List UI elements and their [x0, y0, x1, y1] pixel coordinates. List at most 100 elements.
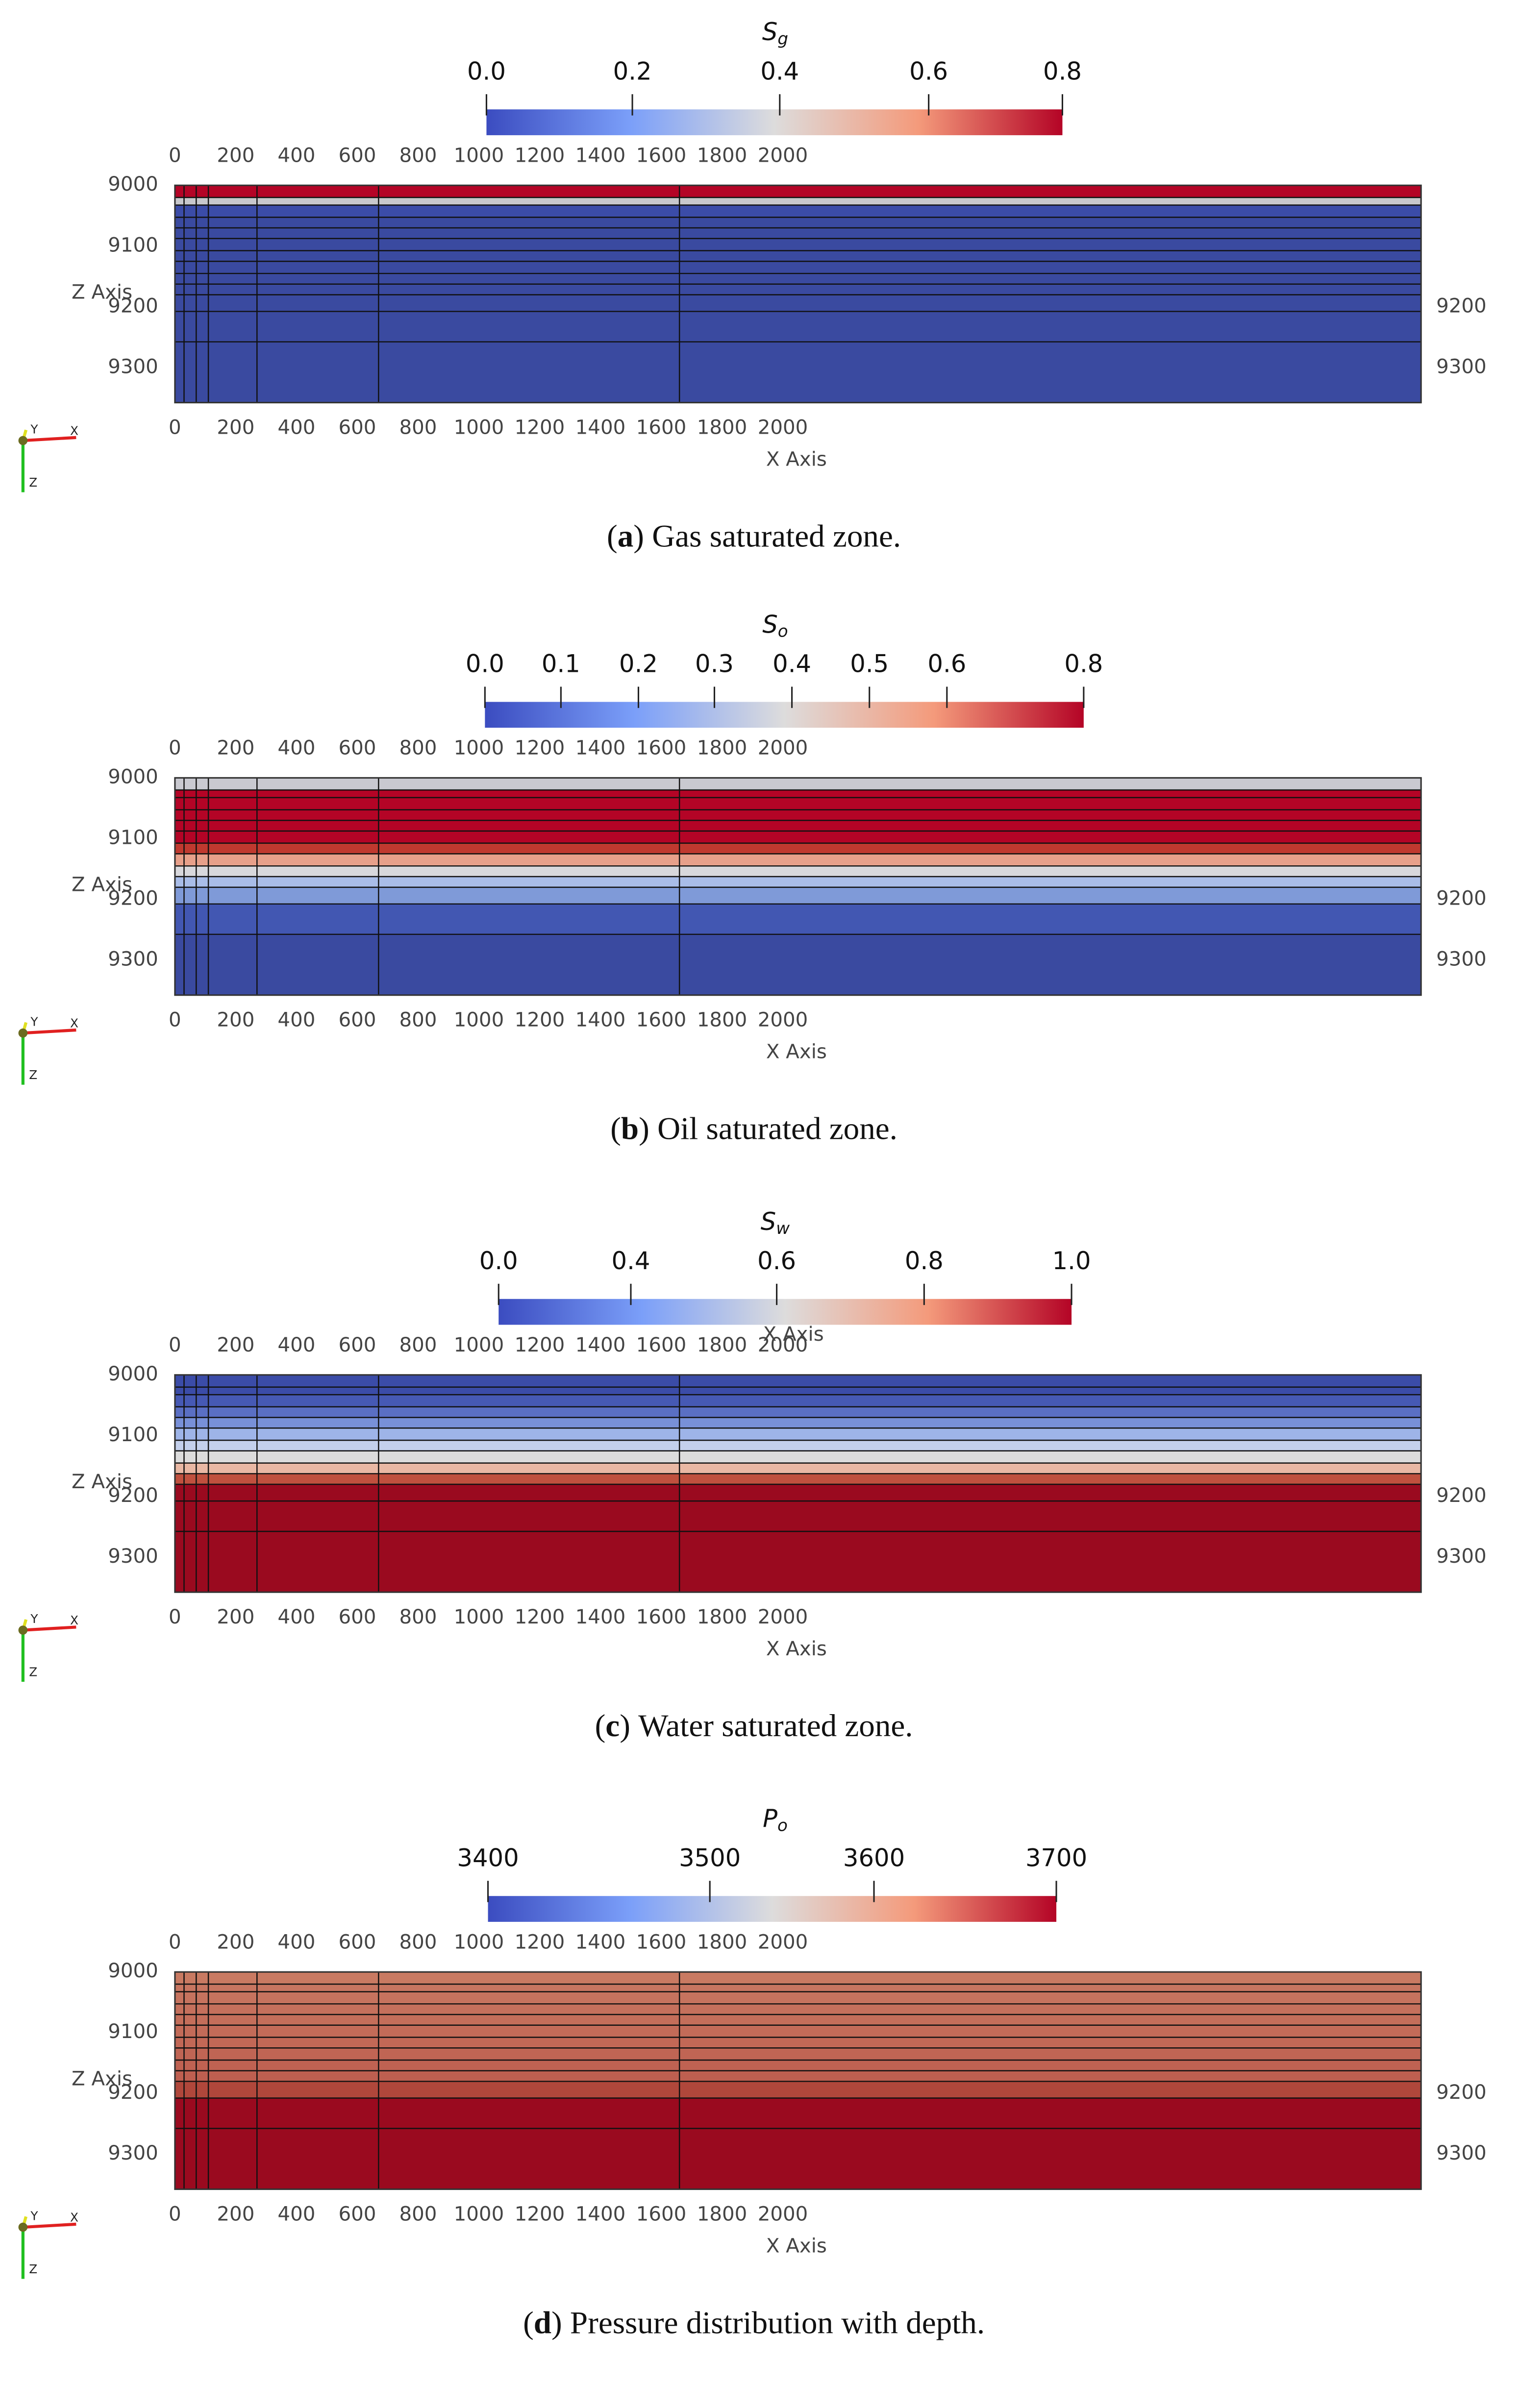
- x-tick-label-bottom: 1200: [515, 2202, 565, 2225]
- x-tick-label-top: 1400: [575, 1930, 626, 1953]
- layer: [174, 1501, 1421, 1532]
- x-tick-label-bottom: 1200: [515, 1605, 565, 1628]
- triad-label: Z: [29, 475, 37, 490]
- colorbar-symbol: S: [761, 1207, 776, 1235]
- layer: [174, 2128, 1421, 2189]
- colorbar-tick-label: 3600: [843, 1843, 905, 1872]
- layer: [174, 1531, 1421, 1593]
- x-tick-label-top: 200: [217, 736, 254, 759]
- colorbar-tick-label: 0.8: [1064, 649, 1103, 678]
- colorbar-subscript: o: [778, 621, 788, 641]
- x-tick-label-top: 1800: [697, 736, 748, 759]
- z-tick-label-left: 9300: [108, 1545, 158, 1568]
- x-tick-label-bottom: 2000: [758, 1605, 808, 1628]
- triad-origin: [18, 1625, 28, 1635]
- x-tick-label-top: 0: [169, 144, 181, 167]
- layer: [174, 238, 1421, 251]
- x-tick-label-bottom: 400: [277, 416, 315, 439]
- x-axis-label: X Axis: [766, 1637, 827, 1660]
- x-tick-label-bottom: 400: [277, 2202, 315, 2225]
- x-tick-label-bottom: 0: [169, 1605, 181, 1628]
- colorbar-tick-label: 0.4: [760, 57, 799, 85]
- triad-x: [23, 436, 76, 442]
- z-axis-label: Z Axis: [72, 1470, 132, 1493]
- colorbar-tick-label: 0.6: [927, 649, 966, 678]
- x-tick-label-bottom: 1000: [454, 1605, 504, 1628]
- layer: [174, 342, 1421, 403]
- layer: [174, 2098, 1421, 2129]
- triad-label: Y: [30, 422, 38, 436]
- layer: [174, 1395, 1421, 1407]
- colorbar-tick-label: 0.3: [695, 649, 734, 678]
- layer: [174, 1474, 1421, 1485]
- x-tick-label-bottom: 400: [277, 1605, 315, 1628]
- z-tick-label-left: 9300: [108, 2141, 158, 2164]
- colorbar-tick-label: 0.8: [905, 1247, 944, 1275]
- x-tick-label-top: 1600: [636, 1930, 687, 1953]
- colorbar-title: So: [762, 610, 788, 641]
- x-tick-label-top: 1200: [515, 736, 565, 759]
- x-tick-label-top: 0: [169, 1930, 181, 1953]
- x-tick-label-bottom: 1000: [454, 416, 504, 439]
- x-tick-label-top: 600: [338, 1930, 376, 1953]
- x-tick-label-top: 600: [338, 1333, 376, 1356]
- x-tick-label-top: 0: [169, 736, 181, 759]
- layer: [174, 797, 1421, 810]
- colorbar-tick-label: 3500: [679, 1843, 741, 1872]
- x-tick-label-bottom: 800: [399, 1605, 437, 1628]
- x-tick-label-bottom: 600: [338, 416, 376, 439]
- layer: [174, 1484, 1421, 1501]
- colorbar: [498, 1299, 1072, 1325]
- domain-outline: [174, 1374, 1422, 1593]
- x-tick-label-top: 1800: [697, 1930, 748, 1953]
- panel: Sw 0.0 0.4 0.6 0.8 1.0 X Axis 0 200 400 600 800 1000…: [18, 1207, 1487, 1744]
- x-tick-label-bottom: 600: [338, 1605, 376, 1628]
- caption: (d) Pressure distribution with depth.: [523, 2306, 985, 2341]
- layer: [174, 934, 1421, 995]
- layer: [174, 273, 1421, 284]
- triad-label: Y: [30, 2209, 38, 2223]
- x-tick-label-top: 0: [169, 1333, 181, 1356]
- x-tick-label-bottom: 1000: [454, 2202, 504, 2225]
- triad-label: X: [70, 423, 78, 438]
- x-tick-label-bottom: 1200: [515, 1008, 565, 1031]
- colorbar-tick-label: 0.0: [479, 1247, 518, 1275]
- layer: [174, 228, 1421, 239]
- x-tick-label-top: 2000: [758, 736, 808, 759]
- layer: [174, 1440, 1421, 1451]
- z-axis-label: Z Axis: [72, 873, 132, 896]
- caption-label: d: [534, 2306, 551, 2341]
- layer: [174, 2048, 1421, 2061]
- x-tick-label-bottom: 0: [169, 2202, 181, 2225]
- z-tick-label-right: 9200: [1436, 294, 1487, 317]
- colorbar-symbol: S: [762, 610, 777, 639]
- colorbar-tick-label: 0.2: [613, 57, 652, 85]
- x-tick-label-top: 1200: [515, 1930, 565, 1953]
- x-tick-label-bottom: 0: [169, 1008, 181, 1031]
- x-tick-label-bottom: 400: [277, 1008, 315, 1031]
- caption-paren: ): [633, 519, 652, 554]
- colorbar-tick-label: 0.0: [467, 57, 506, 85]
- triad-x: [23, 2222, 76, 2229]
- x-tick-label-top: 800: [399, 144, 437, 167]
- layer: [174, 843, 1421, 854]
- domain-outline: [174, 777, 1422, 996]
- colorbar-subscript: g: [777, 29, 788, 49]
- triad-origin: [18, 1028, 28, 1038]
- layer: [174, 778, 1421, 790]
- colorbar-subscript: w: [776, 1219, 790, 1238]
- layer: [174, 1991, 1421, 2004]
- z-axis-label: Z Axis: [72, 2067, 132, 2090]
- layer: [174, 2070, 1421, 2082]
- x-tick-label-bottom: 1600: [636, 2202, 687, 2225]
- x-tick-label-top: 400: [277, 1333, 315, 1356]
- z-tick-label-right: 9300: [1436, 947, 1487, 970]
- x-tick-label-bottom: 1200: [515, 416, 565, 439]
- triad-label: Y: [30, 1612, 38, 1626]
- x-tick-label-bottom: 0: [169, 416, 181, 439]
- layer: [174, 250, 1421, 262]
- caption-paren: (: [607, 519, 618, 554]
- caption: (c) Water saturated zone.: [595, 1708, 913, 1744]
- z-tick-label-left: 9000: [108, 172, 158, 196]
- triad-label: Z: [29, 1068, 37, 1082]
